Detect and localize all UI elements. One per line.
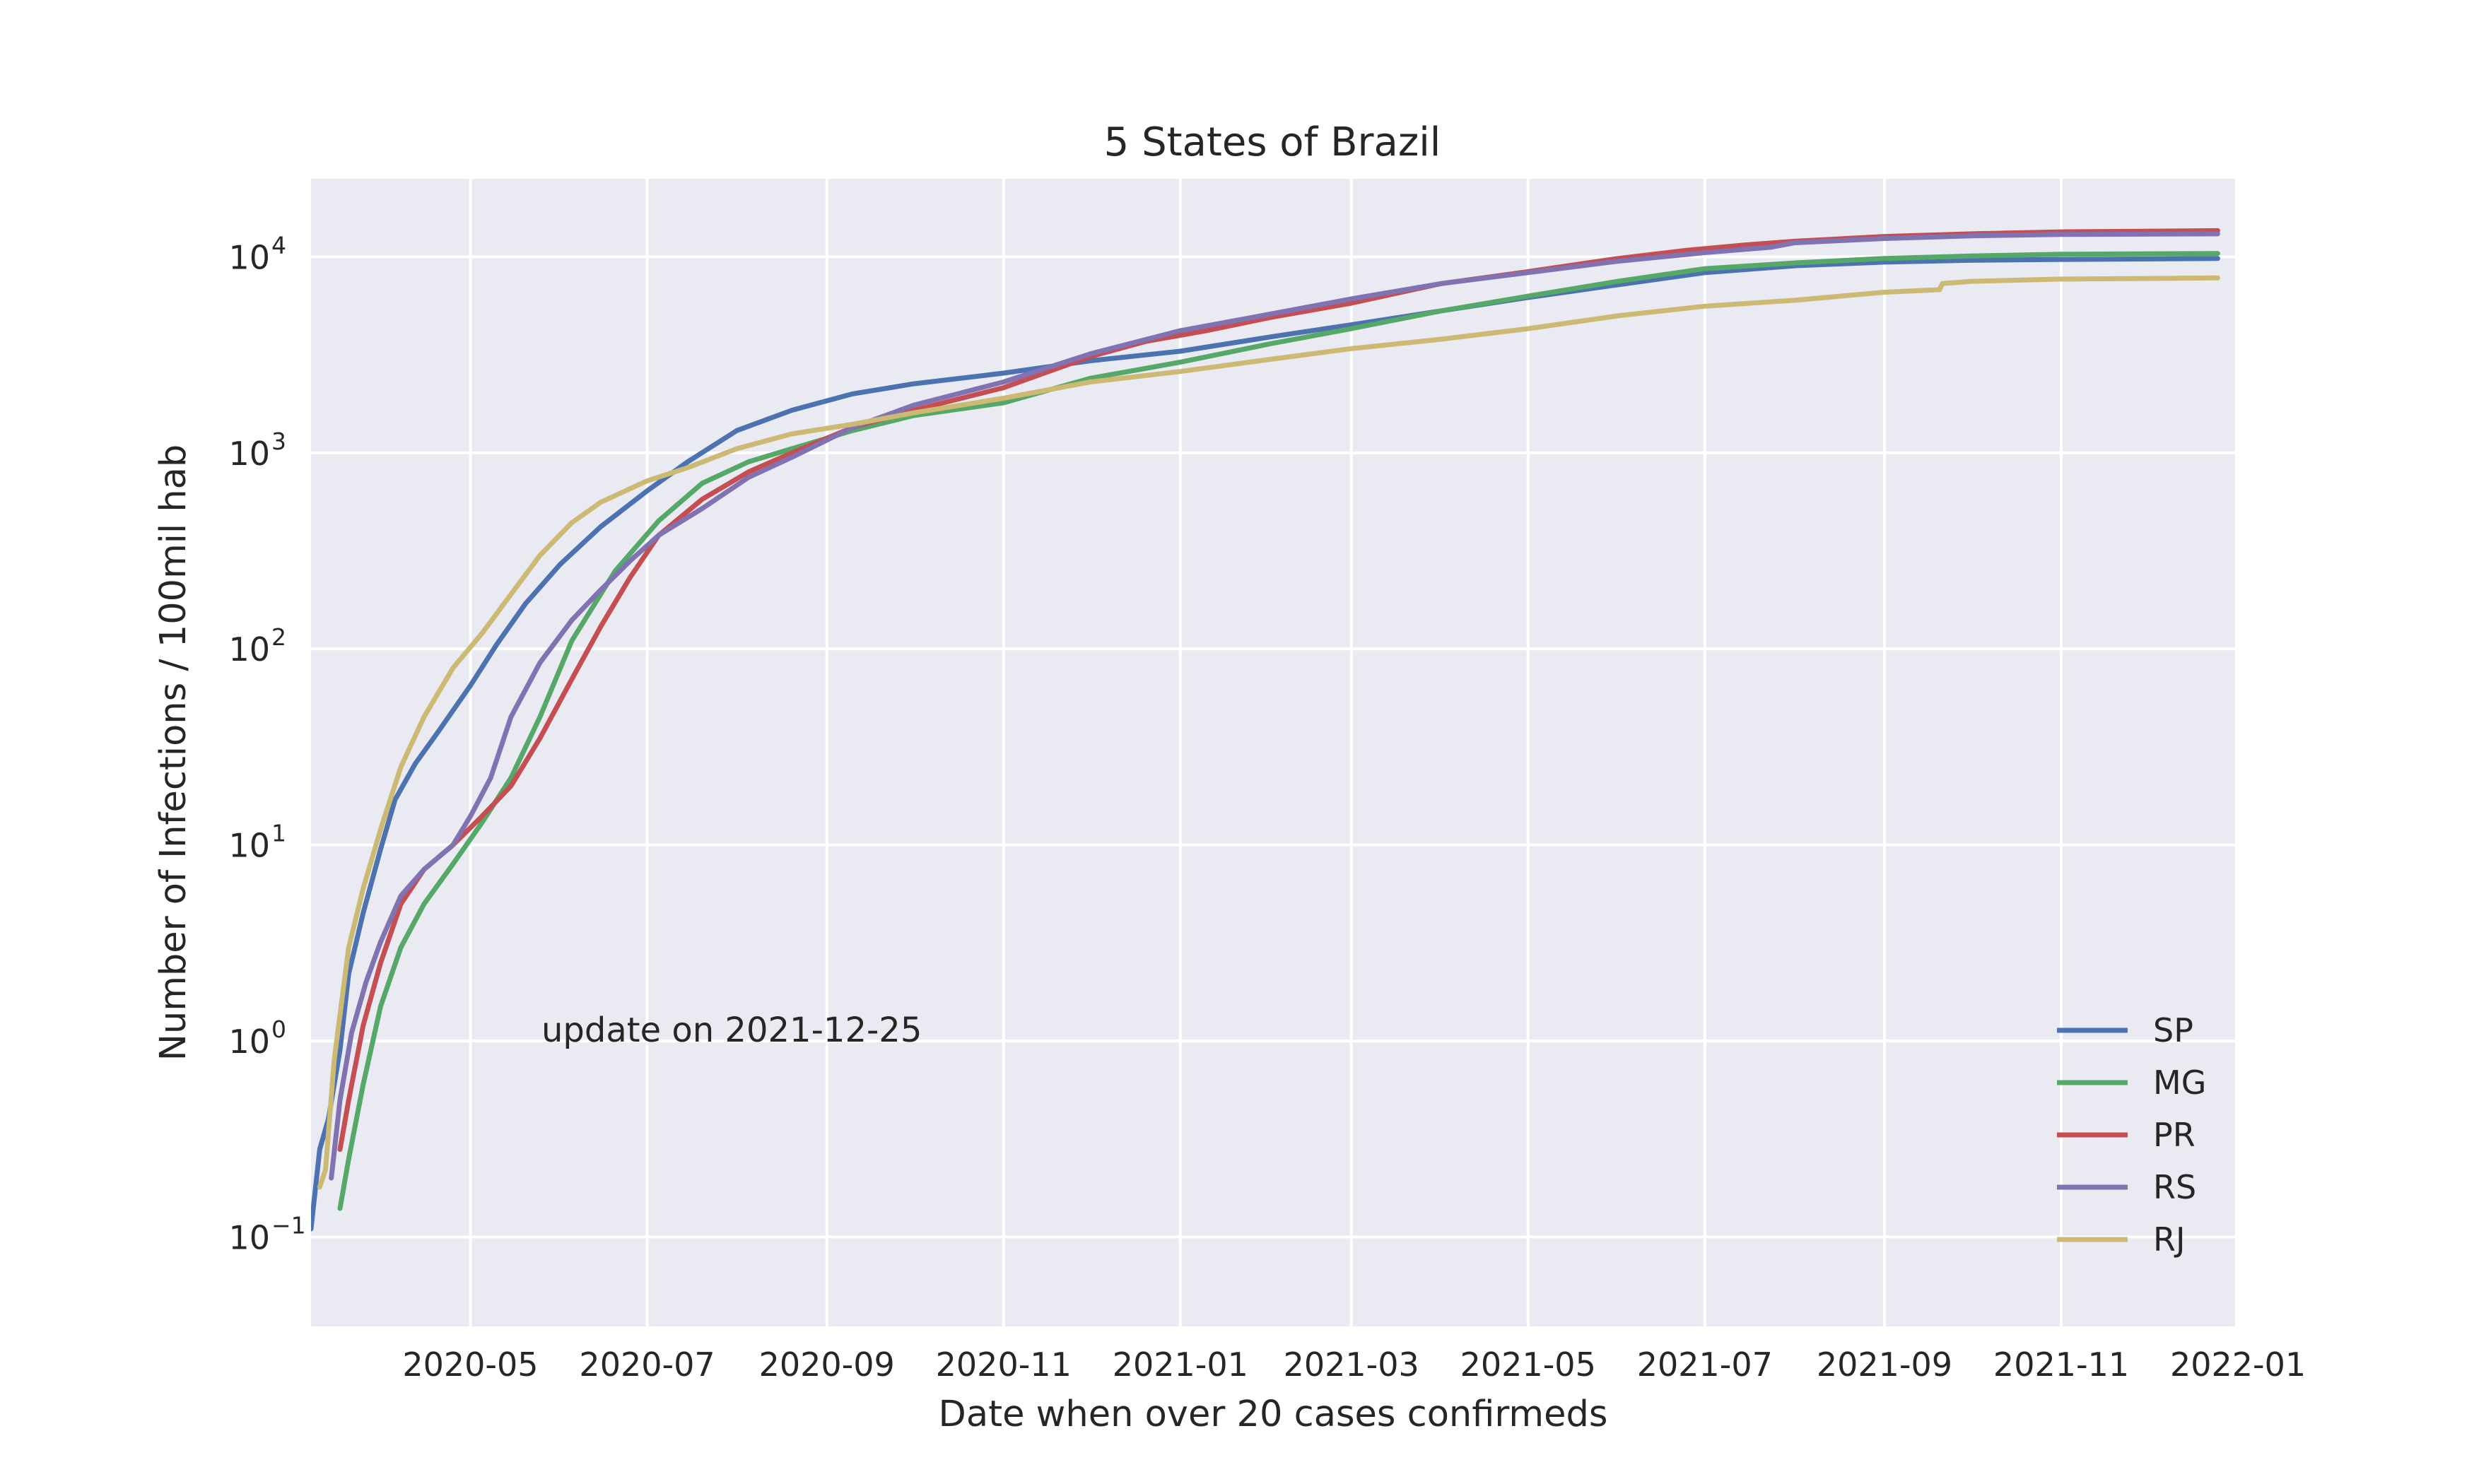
series-line-rs: [329, 231, 2220, 1181]
legend-label: RS: [2153, 1168, 2196, 1206]
y-tick-exponent: 1: [271, 820, 286, 847]
x-tick-label: 2021-11: [1993, 1345, 2129, 1384]
y-tick-label: 10 4: [228, 231, 286, 276]
x-tick-label: 2021-01: [1113, 1345, 1248, 1384]
y-tick-base: 10: [228, 1023, 270, 1061]
y-tick-exponent: 0: [271, 1015, 286, 1043]
x-tick-label: 2020-09: [759, 1345, 895, 1384]
legend-label: PR: [2153, 1116, 2195, 1154]
chart-title: 5 States of Brazil: [1104, 119, 1441, 165]
y-axis-label: Number of Infections / 100mil hab: [153, 444, 194, 1061]
x-axis-label: Date when over 20 cases confirmeds: [939, 1394, 1608, 1435]
y-tick-exponent: 2: [271, 623, 286, 651]
update-annotation: update on 2021-12-25: [541, 1011, 922, 1050]
legend-item: RJ: [2057, 1220, 2186, 1259]
x-tick-label: 2021-05: [1460, 1345, 1596, 1384]
y-tick-base: 10: [228, 435, 270, 473]
y-tick-exponent: −1: [271, 1212, 306, 1239]
x-tick-label: 2021-03: [1284, 1345, 1419, 1384]
x-tick-label: 2022-01: [2170, 1345, 2306, 1384]
y-tick-label: 10 0: [228, 1015, 286, 1061]
legend-label: SP: [2153, 1011, 2193, 1049]
legend-label: RJ: [2153, 1220, 2186, 1259]
series-layer: [311, 228, 2220, 1232]
grid: [311, 179, 2240, 1326]
y-tick-label: 10 −1: [228, 1212, 305, 1257]
series-line-rj: [317, 275, 2220, 1190]
x-tick-label: 2021-07: [1637, 1345, 1773, 1384]
series-line-sp: [311, 256, 2220, 1232]
y-tick-label: 10 1: [228, 820, 286, 865]
x-tick-label: 2020-11: [936, 1345, 1072, 1384]
y-tick-base: 10: [228, 1219, 270, 1257]
legend-item: SP: [2057, 1011, 2193, 1049]
legend-item: PR: [2057, 1116, 2195, 1154]
y-tick-base: 10: [228, 827, 270, 865]
legend-item: MG: [2057, 1064, 2206, 1102]
legend: SP MG PR RS RJ: [2057, 1011, 2206, 1259]
x-tick-label: 2020-05: [402, 1345, 538, 1384]
legend-item: RS: [2057, 1168, 2196, 1206]
y-tick-exponent: 4: [271, 231, 286, 259]
legend-label: MG: [2153, 1064, 2206, 1102]
x-tick-labels: 2020-05 2020-07 2020-09 2020-11 2021-01 2021-…: [402, 1345, 2306, 1384]
y-tick-base: 10: [228, 630, 270, 669]
y-tick-base: 10: [228, 238, 270, 276]
plot-area: [311, 179, 2235, 1326]
y-tick-label: 10 3: [228, 428, 286, 473]
y-tick-exponent: 3: [271, 428, 286, 455]
x-tick-label: 2021-09: [1817, 1345, 1952, 1384]
x-tick-label: 2020-07: [579, 1345, 715, 1384]
y-tick-label: 10 2: [228, 623, 286, 669]
